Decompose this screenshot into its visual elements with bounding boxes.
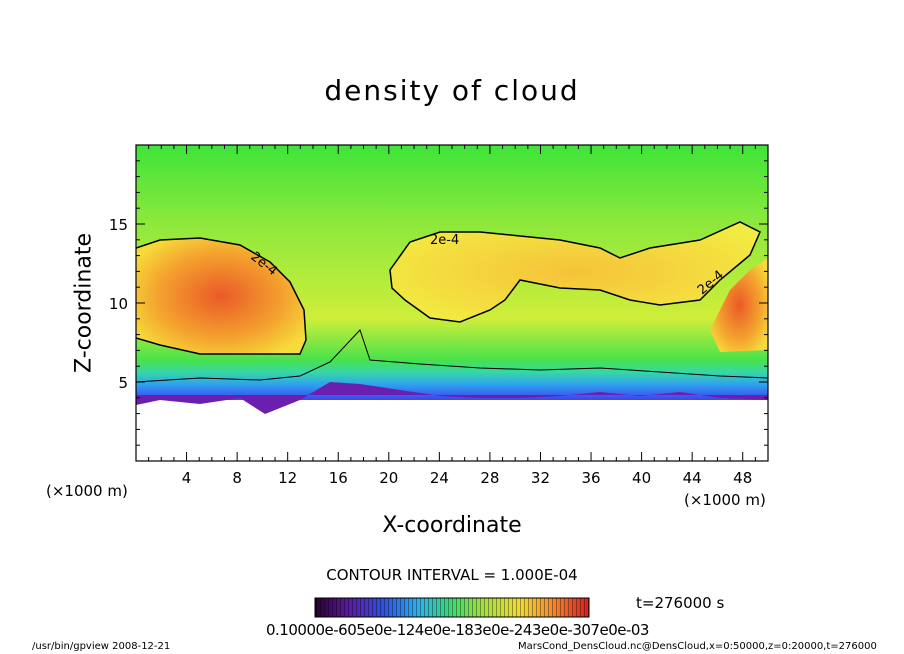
z-unit-label: (×1000 m)	[46, 482, 128, 500]
x-tick-label: 20	[379, 469, 398, 487]
x-tick-label: 16	[329, 469, 348, 487]
density-field: 2e-4 2e-4 2e-4	[136, 145, 768, 461]
x-tick-label: 12	[278, 469, 297, 487]
x-tick-label: 28	[480, 469, 499, 487]
y-tick-label: 5	[118, 374, 128, 392]
y-axis-label: Z-coordinate	[71, 233, 97, 373]
x-axis: 4 8 12 16 20 24 28 32 36 40 44 48	[148, 145, 756, 487]
x-tick-label: 44	[683, 469, 702, 487]
y-axis: 5 10 15	[109, 160, 768, 446]
x-tick-label: 24	[430, 469, 449, 487]
y-tick-label: 10	[109, 295, 128, 313]
colorbar-tick-labels: 0.10000e-605e0e-124e0e-183e0e-243e0e-307…	[266, 621, 649, 639]
x-tick-label: 8	[232, 469, 242, 487]
contour-interval: CONTOUR INTERVAL = 1.000E-04	[326, 566, 578, 584]
x-tick-label: 40	[632, 469, 651, 487]
colorbar-stripes	[315, 598, 589, 617]
contour-label-a: 2e-4	[430, 233, 459, 248]
x-axis-label: X-coordinate	[382, 513, 522, 538]
chart-title: density of cloud	[324, 74, 580, 107]
x-unit-label: (×1000 m)	[684, 491, 766, 509]
y-tick-label: 15	[109, 216, 128, 234]
footer-left: /usr/bin/gpview 2008-12-21	[32, 641, 171, 652]
x-tick-label: 32	[531, 469, 550, 487]
x-tick-label: 4	[182, 469, 192, 487]
x-tick-label: 36	[581, 469, 600, 487]
footer-right: MarsCond_DensCloud.nc@DensCloud,x=0:5000…	[518, 641, 877, 652]
time-label: t=276000 s	[636, 594, 725, 612]
x-tick-label: 48	[733, 469, 752, 487]
